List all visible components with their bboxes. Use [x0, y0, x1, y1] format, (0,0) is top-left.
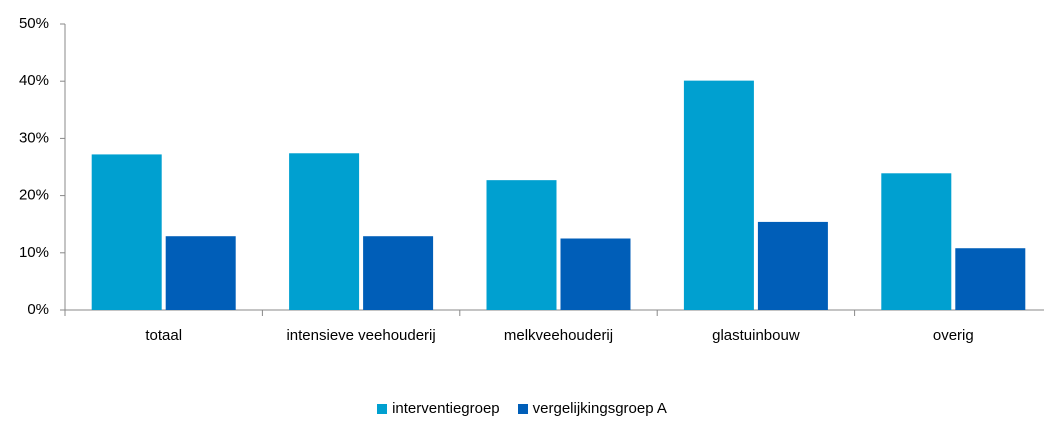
legend-swatch: [377, 403, 388, 414]
x-tick-label: totaal: [145, 327, 183, 344]
bar: [289, 153, 360, 310]
y-tick-label: 20%: [19, 187, 49, 204]
legend: interventiegroep vergelijkingsgroep A: [0, 400, 1044, 417]
bar: [955, 248, 1026, 310]
bar: [91, 154, 162, 310]
x-tick-label: glastuinbouw: [712, 327, 800, 344]
bar: [165, 236, 236, 310]
legend-item: vergelijkingsgroep A: [517, 400, 667, 417]
bar: [363, 236, 434, 310]
y-tick-label: 10%: [19, 244, 49, 261]
x-tick-label: melkveehouderij: [503, 327, 614, 344]
legend-label: interventiegroep: [392, 400, 500, 417]
y-tick-label: 0%: [27, 301, 49, 318]
bar: [486, 180, 557, 310]
legend-swatch: [517, 403, 528, 414]
y-tick-label: 40%: [19, 72, 49, 89]
bar: [560, 238, 631, 310]
legend-item: interventiegroep: [377, 400, 500, 417]
y-tick-label: 30%: [19, 129, 49, 146]
bar: [683, 80, 754, 311]
bar: [757, 221, 828, 310]
bar: [881, 173, 952, 310]
y-tick-label: 50%: [19, 15, 49, 32]
x-tick-label: intensieve veehouderij: [286, 327, 436, 344]
legend-label: vergelijkingsgroep A: [532, 400, 667, 417]
x-tick-label: overig: [932, 327, 974, 344]
